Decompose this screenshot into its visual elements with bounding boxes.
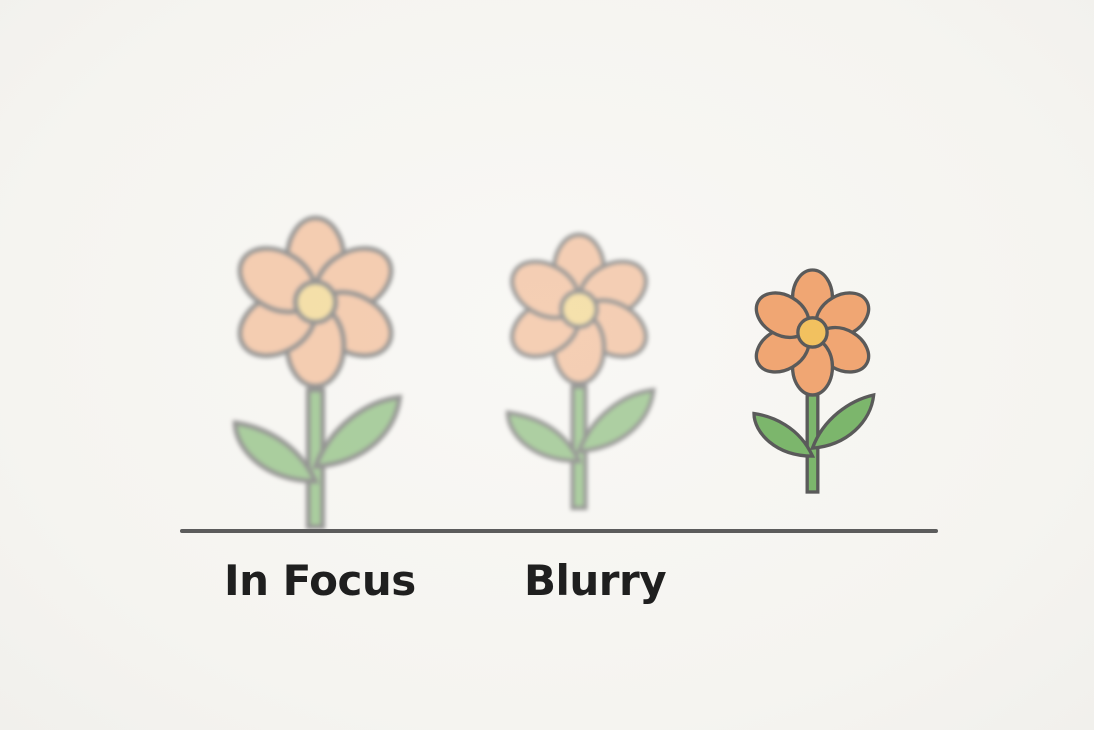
left-leaf	[232, 420, 320, 484]
flower-icon	[224, 207, 407, 530]
flower-center	[293, 279, 338, 325]
flower-center	[796, 316, 829, 349]
label-in-focus: In Focus	[224, 556, 416, 605]
right-leaf	[312, 394, 403, 470]
ground-line	[180, 529, 938, 533]
flower-icon-1	[224, 207, 407, 530]
left-leaf	[752, 411, 816, 458]
flower-icon	[498, 225, 660, 511]
label-blurry: Blurry	[524, 556, 667, 605]
flower-center	[559, 289, 599, 329]
flower-icon-3	[746, 262, 879, 494]
right-leaf	[810, 392, 876, 450]
flower-icon	[746, 268, 879, 494]
left-leaf	[505, 410, 583, 464]
flower-icon-2	[498, 225, 660, 511]
right-leaf	[576, 387, 656, 454]
